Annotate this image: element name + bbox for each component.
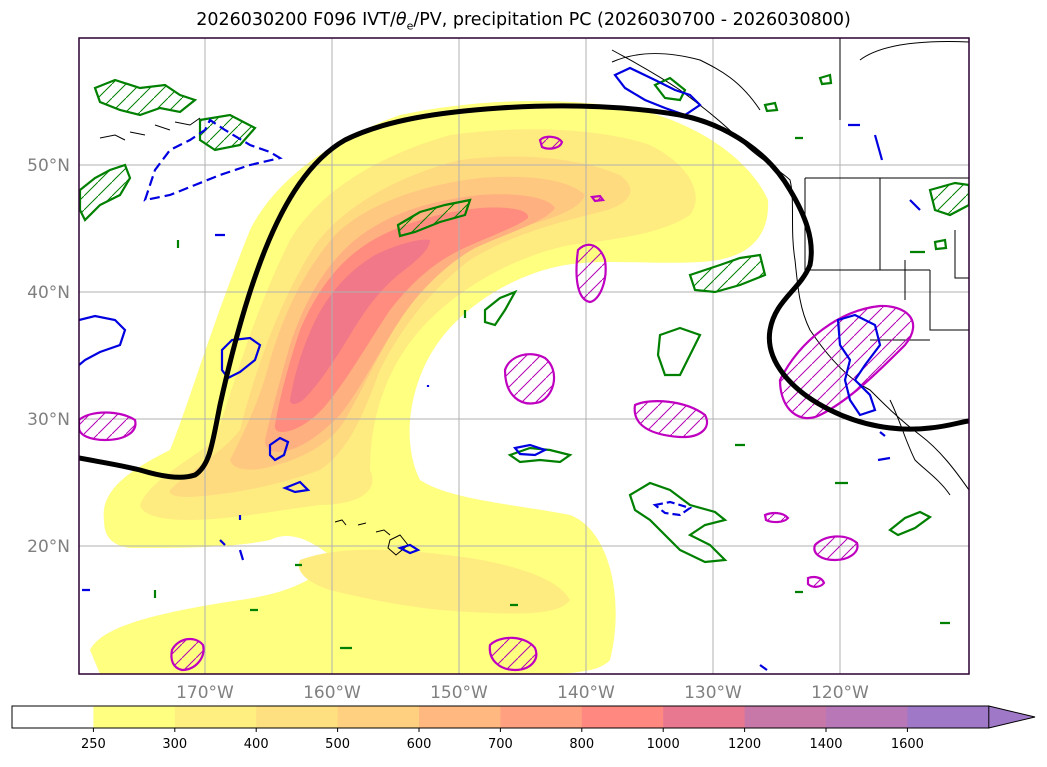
colorbar-label: 400 xyxy=(244,737,269,752)
colorbar-label: 1600 xyxy=(891,737,924,752)
colorbar-swatch xyxy=(826,706,908,728)
colorbar-swatch xyxy=(12,706,94,728)
lon-axis: 170°W 160°W 150°W 140°W 130°W 120°W xyxy=(176,683,869,703)
colorbar-label: 600 xyxy=(407,737,432,752)
ivt-band-250 xyxy=(90,100,769,674)
map-frame xyxy=(78,37,970,675)
alaska-coast xyxy=(611,41,969,111)
colorbar-label: 700 xyxy=(488,737,513,752)
colorbar-swatch xyxy=(337,706,420,728)
ivt-shading xyxy=(90,100,769,674)
ivt-band-1000 xyxy=(290,239,430,404)
aleutian-islands xyxy=(99,117,201,141)
precip-contours-magenta xyxy=(79,135,915,672)
colorbar-label: 800 xyxy=(569,737,594,752)
ivt-band-300b xyxy=(298,549,570,614)
lat-tick: 20°N xyxy=(27,537,70,557)
lon-tick: 130°W xyxy=(684,683,742,703)
lon-tick: 170°W xyxy=(176,683,234,703)
theta-e-contour xyxy=(79,103,969,480)
colorbar-swatch xyxy=(907,706,990,728)
colorbar-swatch xyxy=(419,706,501,728)
colorbar-label: 250 xyxy=(81,737,106,752)
map-title: 2026030200 F096 IVT/θe/PV, precipitation… xyxy=(196,10,851,33)
graticule xyxy=(79,38,969,674)
colorbar-label: 500 xyxy=(325,737,350,752)
colorbar-swatch xyxy=(174,706,257,728)
colorbar-extend-arrow xyxy=(988,705,1036,729)
baja-coast xyxy=(889,399,951,496)
colorbar-label: 1000 xyxy=(647,737,680,752)
lon-tick: 160°W xyxy=(303,683,361,703)
colorbar-swatch xyxy=(500,706,583,728)
lon-tick: 140°W xyxy=(557,683,615,703)
colorbar-label: 1400 xyxy=(809,737,842,752)
lat-axis: 50°N 40°N 30°N 20°N xyxy=(27,156,70,557)
colorbar: 250 300 400 500 600 700 800 1000 1200 1400 1600 xyxy=(11,705,1036,752)
ivt-band-800 xyxy=(274,207,529,432)
colorbar-swatch xyxy=(581,706,664,728)
colorbar-swatch xyxy=(93,706,176,728)
lat-tick: 30°N xyxy=(27,410,70,430)
colorbar-swatch xyxy=(663,706,746,728)
colorbar-swatch xyxy=(256,706,339,728)
map-area xyxy=(79,38,969,674)
lon-tick: 120°W xyxy=(811,683,869,703)
lat-tick: 50°N xyxy=(27,156,70,176)
colorbar-label: 1200 xyxy=(728,737,761,752)
colorbar-label: 300 xyxy=(162,737,187,752)
lon-tick: 150°W xyxy=(430,683,488,703)
lat-tick: 40°N xyxy=(27,283,70,303)
colorbar-swatch xyxy=(744,706,827,728)
hawaii-islands xyxy=(334,519,409,556)
green-contours xyxy=(79,73,969,650)
